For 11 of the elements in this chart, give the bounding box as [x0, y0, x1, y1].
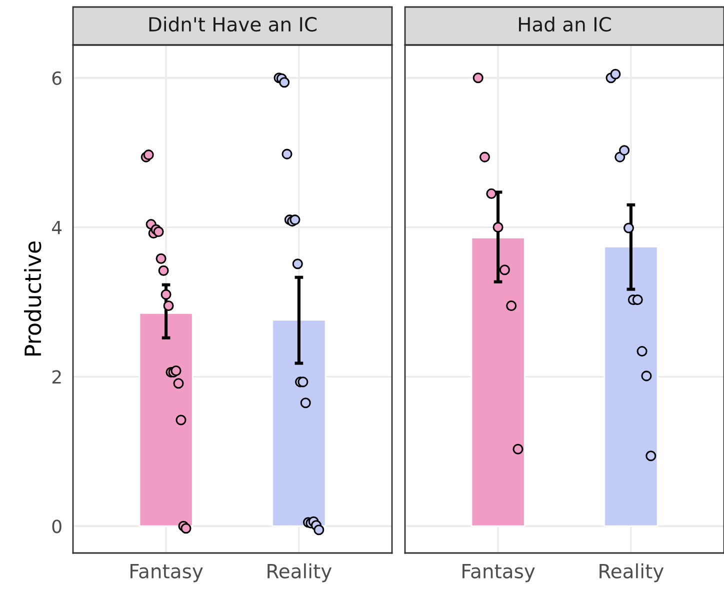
y-tick-label: 2: [52, 370, 61, 384]
chart-title: Didn't Have an IC: [149, 16, 316, 32]
y-axis-title: Productive: [24, 242, 42, 356]
chart-title: Had an IC: [519, 16, 611, 32]
y-tick-label: 4: [52, 220, 62, 234]
y-tick-label: 0: [52, 520, 62, 534]
x-tick-label: Reality: [268, 563, 332, 582]
x-tick-label: Reality: [600, 563, 664, 582]
x-tick-label: Fantasy: [462, 564, 535, 582]
x-tick-label: Fantasy: [130, 564, 203, 582]
y-tick-label: 6: [52, 71, 62, 85]
